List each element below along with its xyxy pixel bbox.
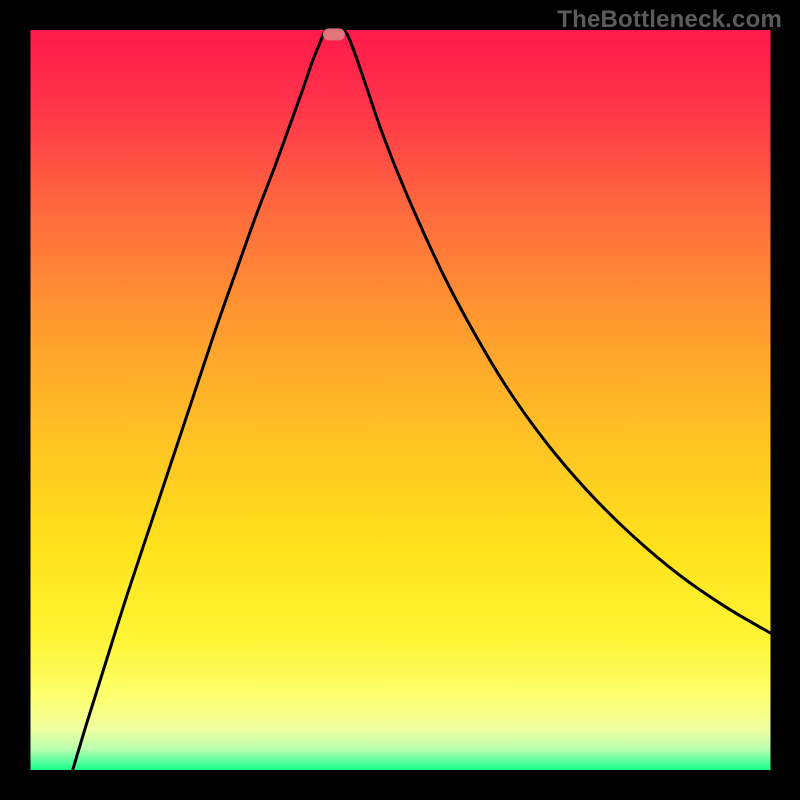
chart-stage: TheBottleneck.com [0,0,800,800]
bottleneck-chart-svg [0,0,800,800]
curve-minimum-marker [323,28,345,40]
chart-gradient-background [31,30,771,770]
